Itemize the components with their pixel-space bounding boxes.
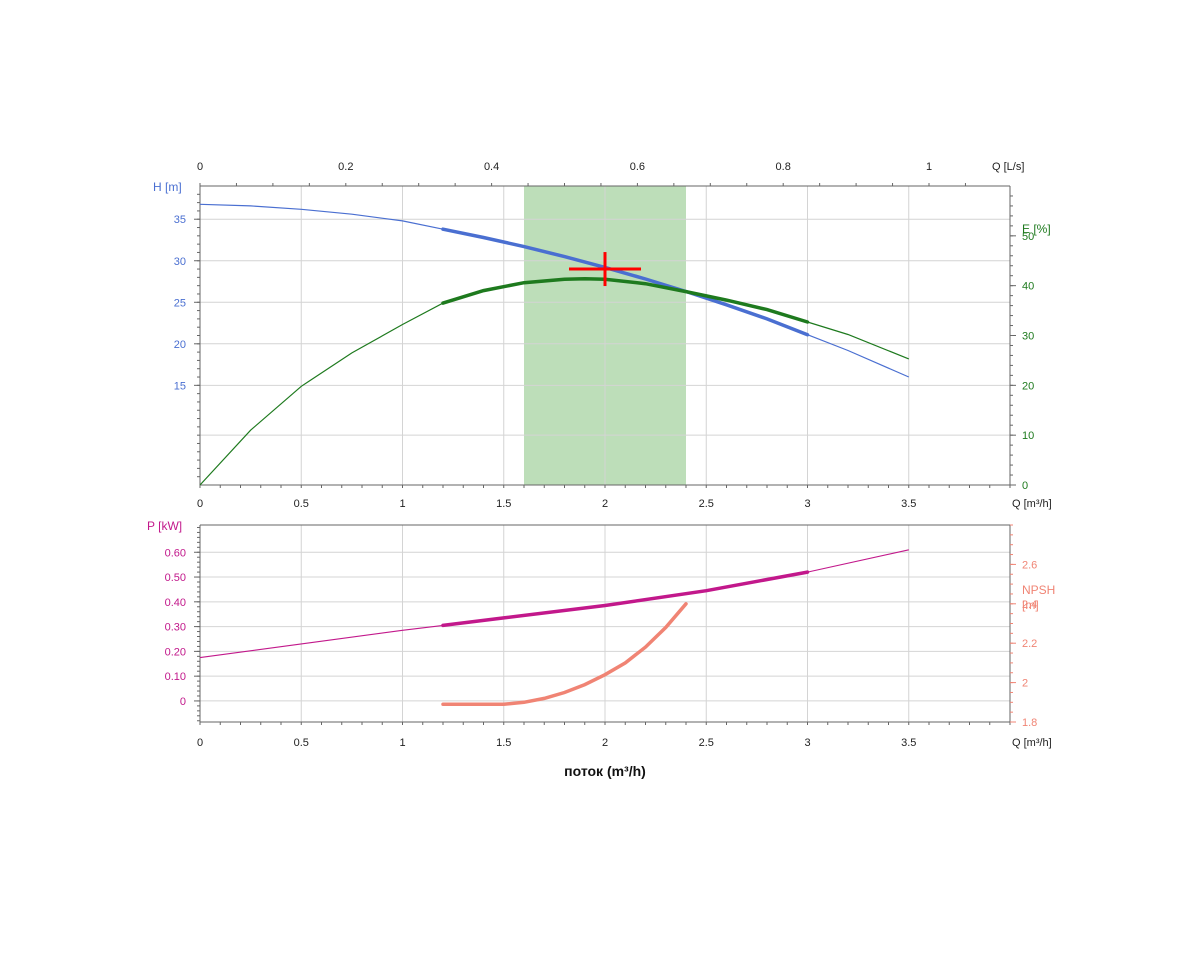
x-tick-label: 3 <box>804 737 810 749</box>
x-tick-label: 2 <box>602 737 608 749</box>
y-left-tick-label: 30 <box>174 256 186 268</box>
y-left-tick-label: 35 <box>174 214 186 226</box>
x-tick-label: 0 <box>197 498 203 510</box>
x-tick-label: 0.5 <box>294 737 309 749</box>
x-tick-label: 3.5 <box>901 498 916 510</box>
x-tick-label: 1.5 <box>496 498 511 510</box>
y-left-tick-label: 15 <box>174 380 186 392</box>
y-right-tick-label: 50 <box>1022 231 1034 243</box>
y-left-tick-label: 0.40 <box>165 597 186 609</box>
y-left-axis-label: H [m] <box>153 180 182 194</box>
y-right-axis-label: NPSH <box>1022 583 1055 597</box>
x-tick-label: 1 <box>399 737 405 749</box>
x-tick-label: 2.5 <box>699 737 714 749</box>
x-top-tick-label: 0.8 <box>776 161 791 173</box>
x-tick-label: 3.5 <box>901 737 916 749</box>
y-left-tick-label: 0 <box>180 696 186 708</box>
y-right-tick-label: 2.6 <box>1022 559 1037 571</box>
y-left-tick-label: 0.20 <box>165 646 186 658</box>
x-top-axis-label: Q [L/s] <box>992 161 1024 173</box>
y-right-tick-label: 0 <box>1022 480 1028 492</box>
y-right-tick-label: 40 <box>1022 281 1034 293</box>
y-right-axis-unit: [m] <box>1022 598 1039 612</box>
power-curve-bold <box>441 570 810 628</box>
x-tick-label: 0.5 <box>294 498 309 510</box>
x-axis-label: Q [m³/h] <box>1012 498 1052 510</box>
x-tick-label: 2.5 <box>699 498 714 510</box>
y-right-tick-label: 2 <box>1022 678 1028 690</box>
y-left-tick-label: 0.10 <box>165 671 186 683</box>
x-tick-label: 1 <box>399 498 405 510</box>
y-right-tick-label: 30 <box>1022 331 1034 343</box>
y-left-tick-label: 0.50 <box>165 572 186 584</box>
y-right-tick-label: 2.2 <box>1022 638 1037 650</box>
x-top-tick-label: 0 <box>197 161 203 173</box>
bottom-panel: 0 0.5 1 1.5 2 2.5 3 3.5 Q [m³/h] поток (m³/h) 0 0.1… <box>147 519 1055 779</box>
y-right-tick-label: 1.8 <box>1022 717 1037 729</box>
power-curve <box>199 549 909 659</box>
top-panel: 0 0.5 1 1.5 2 2.5 3 3.5 Q [m³/h] 0 0.2 0.4 0.6 0.8 1 Q … <box>153 161 1052 510</box>
npsh-curve <box>441 602 688 707</box>
y-left-tick-label: 0.30 <box>165 622 186 634</box>
y-right-tick-label: 20 <box>1022 380 1034 392</box>
y-left-tick-label: 20 <box>174 339 186 351</box>
x-top-tick-label: 0.2 <box>338 161 353 173</box>
y-right-tick-label: 10 <box>1022 430 1034 442</box>
x-tick-label: 3 <box>804 498 810 510</box>
x-tick-label: 1.5 <box>496 737 511 749</box>
x-top-tick-label: 1 <box>926 161 932 173</box>
y-right-tick-label: 2.4 <box>1022 599 1037 611</box>
x-top-tick-label: 0.4 <box>484 161 499 173</box>
x-top-tick-label: 0.6 <box>630 161 645 173</box>
x-tick-label: 0 <box>197 737 203 749</box>
y-left-axis-label: P [kW] <box>147 519 182 533</box>
x-tick-label: 2 <box>602 498 608 510</box>
x-axis-title: поток (m³/h) <box>564 763 646 779</box>
y-right-axis-label: E [%] <box>1022 222 1051 236</box>
head-curve-bold <box>441 227 810 337</box>
y-left-tick-label: 25 <box>174 297 186 309</box>
x-axis-label: Q [m³/h] <box>1012 737 1052 749</box>
y-left-tick-label: 0.60 <box>165 547 186 559</box>
